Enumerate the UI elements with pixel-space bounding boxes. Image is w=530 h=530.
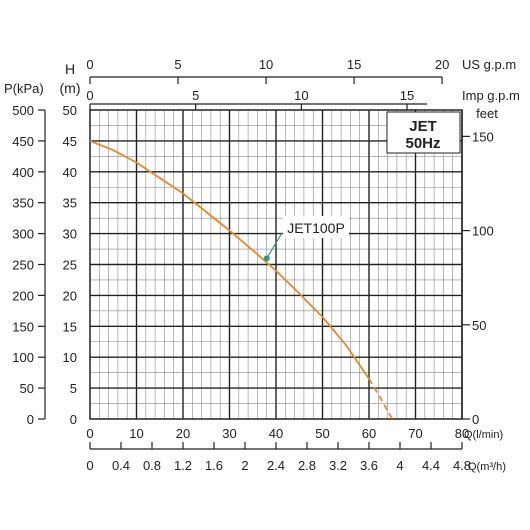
head-tick-label: 10 — [63, 350, 77, 365]
us-gpm-axis-label: US g.p.m — [462, 57, 516, 72]
us-gpm-tick-label: 15 — [347, 57, 361, 72]
flow-m3h-tick-label: 3.2 — [329, 458, 347, 473]
flow-m3h-axis-label: Q(m³/h) — [468, 461, 506, 473]
pressure-tick-label: 300 — [12, 227, 34, 242]
us-gpm-tick-label: 20 — [435, 57, 449, 72]
curve-solid-segment — [89, 140, 370, 380]
imp-gpm-tick-label: 5 — [192, 88, 199, 103]
flow-m3h-tick-label: 2.8 — [298, 458, 316, 473]
flow-lpm-tick-label: 0 — [86, 426, 93, 441]
flow-lpm-tick-label: 10 — [129, 426, 143, 441]
curve-dashed-segment — [368, 378, 394, 420]
curve-layer: JET100P — [89, 140, 394, 420]
imp-gpm-tick-label: 0 — [86, 88, 93, 103]
annotation-marker — [263, 255, 270, 262]
axes-layer: 05101520253035404550H(m)0501001502002503… — [4, 57, 520, 473]
head-axis-label: H — [65, 61, 75, 77]
pressure-tick-label: 0 — [27, 412, 34, 427]
pressure-tick-label: 500 — [12, 103, 34, 118]
feet-tick-label: 150 — [472, 129, 494, 144]
head-tick-label: 15 — [63, 319, 77, 334]
pressure-tick-label: 350 — [12, 196, 34, 211]
pressure-tick-label: 450 — [12, 134, 34, 149]
pressure-tick-label: 400 — [12, 165, 34, 180]
pressure-tick-label: 250 — [12, 258, 34, 273]
flow-m3h-tick-label: 3.6 — [360, 458, 378, 473]
flow-m3h-tick-label: 2 — [241, 458, 248, 473]
imp-gpm-tick-label: 15 — [400, 88, 414, 103]
pressure-tick-label: 100 — [12, 350, 34, 365]
pressure-tick-label: 200 — [12, 288, 34, 303]
pressure-tick-label: 150 — [12, 319, 34, 334]
series-label-background — [283, 216, 349, 238]
flow-m3h-tick-label: 0 — [86, 458, 93, 473]
feet-axis-label: feet — [476, 106, 498, 121]
feet-tick-label: 100 — [472, 224, 494, 239]
flow-lpm-tick-label: 60 — [362, 426, 376, 441]
title-box: JET 50Hz — [386, 111, 461, 154]
feet-tick-label: 50 — [472, 318, 486, 333]
flow-lpm-tick-label: 40 — [269, 426, 283, 441]
flow-lpm-tick-label: 20 — [176, 426, 190, 441]
flow-m3h-tick-label: 1.6 — [205, 458, 223, 473]
flow-m3h-tick-label: 4.4 — [422, 458, 440, 473]
flow-lpm-tick-label: 30 — [222, 426, 236, 441]
title-line-2: 50Hz — [405, 135, 440, 152]
head-tick-label: 30 — [63, 227, 77, 242]
head-tick-label: 40 — [63, 165, 77, 180]
head-tick-label: 45 — [63, 134, 77, 149]
head-tick-label: 5 — [70, 381, 77, 396]
title-line-1: JET — [409, 118, 437, 135]
pressure-axis-label: P(kPa) — [4, 81, 44, 96]
flow-lpm-tick-label: 70 — [408, 426, 422, 441]
major-grid — [90, 110, 462, 419]
annotation-leader-line — [266, 232, 283, 259]
head-tick-label: 35 — [63, 196, 77, 211]
flow-lpm-tick-label: 80 — [455, 426, 469, 441]
head-axis-unit: (m) — [60, 80, 81, 96]
feet-tick-label: 0 — [472, 412, 479, 427]
flow-m3h-tick-label: 4 — [396, 458, 403, 473]
head-tick-label: 50 — [63, 103, 77, 118]
pressure-tick-label: 50 — [20, 381, 34, 396]
flow-m3h-tick-label: 4.8 — [453, 458, 471, 473]
flow-m3h-tick-label: 1.2 — [174, 458, 192, 473]
head-tick-label: 0 — [70, 412, 77, 427]
imp-gpm-axis-label: Imp g.p.m — [462, 88, 520, 103]
flow-lpm-tick-label: 50 — [315, 426, 329, 441]
flow-m3h-tick-label: 0.4 — [112, 458, 130, 473]
flow-m3h-tick-label: 0.8 — [143, 458, 161, 473]
series-label: JET100P — [287, 220, 345, 236]
head-tick-label: 20 — [63, 288, 77, 303]
us-gpm-tick-label: 0 — [86, 57, 93, 72]
us-gpm-tick-label: 10 — [259, 57, 273, 72]
us-gpm-tick-label: 5 — [174, 57, 181, 72]
flow-m3h-tick-label: 2.4 — [267, 458, 285, 473]
imp-gpm-tick-label: 10 — [294, 88, 308, 103]
flow-lpm-axis-label: Q(l/min) — [464, 429, 503, 441]
head-tick-label: 25 — [63, 258, 77, 273]
